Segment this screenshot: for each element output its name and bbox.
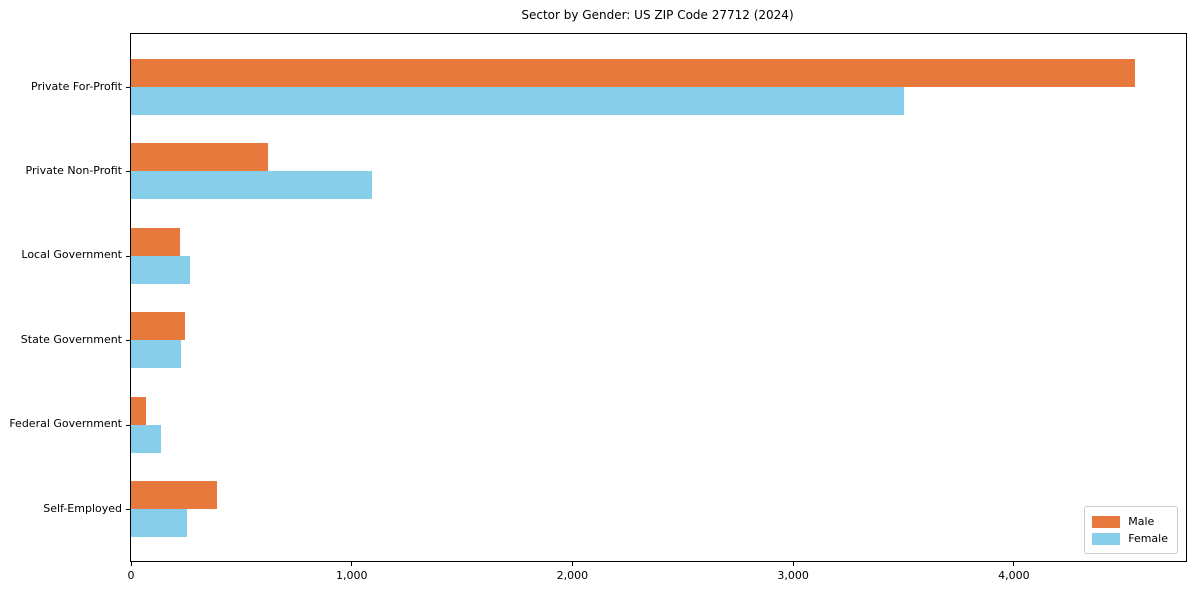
y-tick-mark: [126, 255, 130, 257]
y-tick-mark: [126, 509, 130, 510]
legend-item-male: Male: [1092, 513, 1168, 530]
y-axis-label: Private For-Profit: [31, 79, 122, 93]
bar-male-5: [131, 481, 218, 509]
bar-female-2: [131, 255, 190, 284]
y-tick-mark: [126, 171, 130, 173]
y-tick-mark: [126, 340, 130, 342]
legend: Male Female: [1084, 506, 1178, 554]
x-tick-label: 4,000: [998, 569, 1030, 582]
x-tick-mark: [1013, 562, 1015, 566]
x-tick-label: 0: [127, 569, 135, 582]
bar-female-0: [131, 87, 904, 115]
y-axis-label: Private Non-Profit: [25, 163, 122, 177]
x-tick-label: 2,000: [556, 569, 589, 582]
bar-male-1: [131, 143, 268, 172]
y-axis: Private For-Profit Private Non-Profit Loca…: [0, 33, 122, 560]
plot-area: Male Female 0 1,000 2,000 3,000 4,000: [126, 33, 1187, 582]
bar-male-2: [131, 227, 180, 256]
bar-male-4: [131, 396, 147, 425]
legend-label-female: Female: [1128, 531, 1168, 545]
y-axis-label: State Government: [20, 332, 122, 346]
y-tick-mark: [126, 424, 130, 426]
x-tick-mark: [351, 562, 353, 566]
x-tick-label: 3,000: [777, 569, 809, 582]
x-tick-mark: [792, 562, 794, 566]
legend-swatch-male-icon: [1092, 515, 1121, 528]
bar-male-0: [131, 59, 1136, 87]
bar-male-3: [131, 312, 186, 341]
x-tick-mark: [571, 562, 573, 566]
x-tick-label: 1,000: [335, 569, 368, 582]
chart-title: Sector by Gender: US ZIP Code 27712 (202…: [521, 8, 794, 22]
y-axis-label: Federal Government: [9, 417, 122, 431]
legend-swatch-female-icon: [1092, 532, 1121, 545]
x-tick-mark: [130, 562, 132, 566]
bar-female-1: [131, 171, 372, 200]
bar-female-5: [131, 509, 188, 537]
bar-female-3: [131, 340, 181, 369]
legend-label-male: Male: [1128, 514, 1155, 528]
y-tick-mark: [126, 87, 130, 88]
y-axis-label: Self-Employed: [43, 501, 122, 515]
bar-female-4: [131, 424, 161, 453]
y-axis-label: Local Government: [21, 248, 122, 262]
legend-item-female: Female: [1092, 530, 1168, 547]
